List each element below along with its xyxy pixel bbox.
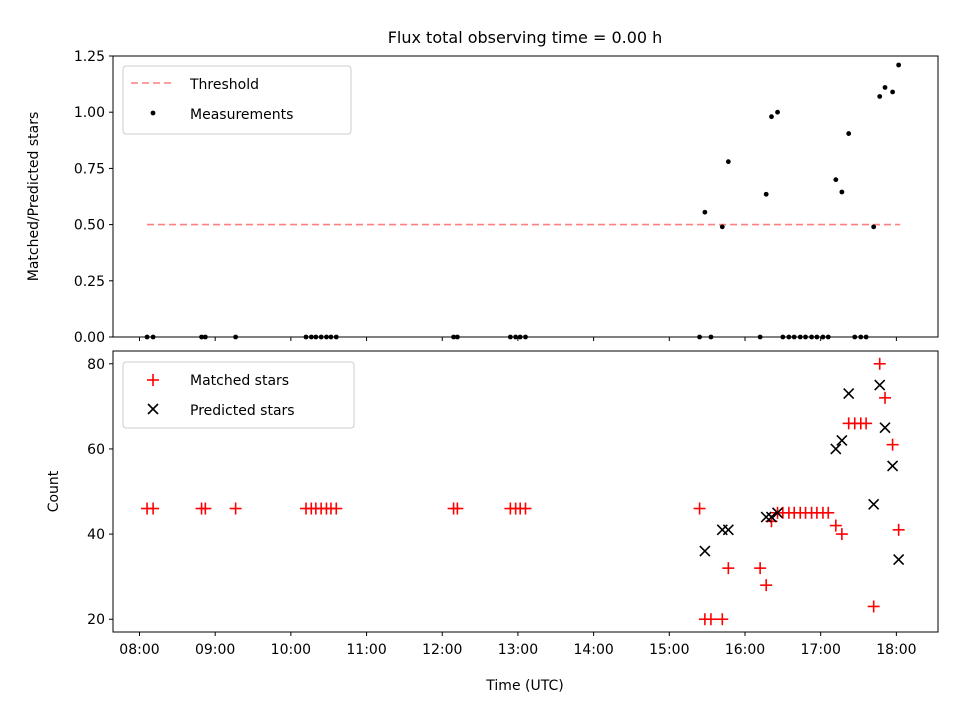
matched-stars-point: [519, 502, 532, 515]
predicted-stars-point: [722, 524, 734, 536]
matched-stars-point: [754, 562, 767, 575]
x-tick-label: 08:00: [119, 642, 159, 658]
predicted-stars-point: [760, 511, 772, 523]
x-tick-label: 11:00: [346, 642, 386, 658]
legend-predicted-label: Predicted stars: [190, 403, 295, 419]
y-tick-label: 40: [87, 527, 105, 543]
measurement-point: [719, 224, 725, 230]
y-tick-label: 80: [87, 357, 105, 373]
y-tick-label: 0.25: [74, 274, 105, 290]
measurement-point: [871, 224, 877, 230]
x-tick-label: 15:00: [649, 642, 689, 658]
count-y-axis-label: Count: [46, 470, 62, 512]
ratio-panel: 0.00 0.25 0.50 0.75 1.00 1.25 Matched/Predict…: [26, 49, 939, 346]
measurement-point: [877, 94, 883, 99]
legend-matched-label: Matched stars: [190, 373, 289, 389]
y-tick-label: 1.25: [74, 49, 105, 65]
y-tick-label: 1.00: [74, 105, 105, 121]
matched-stars-point: [199, 502, 212, 515]
y-tick-label: 60: [87, 442, 105, 458]
legend-threshold-label: Threshold: [189, 77, 259, 93]
measurement-point: [833, 177, 839, 183]
ratio-legend: Threshold Measurements: [122, 65, 352, 135]
matched-stars-point: [716, 613, 729, 626]
matched-stars-point: [892, 523, 905, 536]
x-tick-label: 17:00: [801, 642, 841, 658]
y-tick-label: 0.00: [74, 330, 105, 346]
matched-legend-swatch: [147, 374, 159, 386]
measurement-point: [882, 85, 888, 90]
x-tick-label: 10:00: [271, 642, 311, 658]
matched-stars-point: [330, 502, 343, 515]
ratio-legend-box: [122, 65, 352, 135]
matched-stars-point: [760, 579, 773, 592]
chart-title: Flux total observing time = 0.00 h: [388, 28, 663, 47]
measurement-point: [890, 89, 895, 95]
predicted-stars-point: [893, 554, 905, 566]
x-tick-label: 14:00: [573, 642, 613, 658]
matched-stars-point: [860, 417, 873, 430]
matched-stars-point: [147, 502, 160, 515]
x-axis-label: Time (UTC): [485, 678, 563, 694]
ratio-axes-frame: [112, 55, 939, 338]
ratio-y-axis-label: Matched/Predicted stars: [26, 112, 42, 282]
predicted-stars-point: [868, 498, 880, 510]
matched-stars-point: [886, 438, 899, 451]
matched-stars-point: [867, 600, 880, 613]
predicted-stars-point: [771, 507, 784, 519]
predicted-stars-point: [879, 422, 891, 434]
matched-stars-point: [693, 502, 706, 515]
matched-stars-point: [229, 502, 242, 515]
predicted-stars-point: [874, 379, 886, 391]
count-legend: Matched stars Predicted stars: [122, 361, 355, 429]
predicted-stars-point: [699, 545, 711, 557]
matched-stars-point: [835, 528, 848, 541]
y-tick-label: 20: [87, 612, 105, 628]
predicted-stars-point: [843, 388, 855, 400]
measurement-point: [846, 131, 852, 136]
matched-stars-point: [822, 506, 835, 519]
measurement-point: [725, 159, 731, 165]
predicted-stars-point: [887, 460, 899, 472]
predicted-stars-point: [830, 443, 842, 455]
matched-stars-point: [879, 391, 892, 404]
x-tick-label: 12:00: [422, 642, 462, 658]
count-legend-box: [122, 361, 355, 429]
predicted-legend-swatch: [147, 403, 159, 415]
y-tick-label: 0.75: [74, 161, 105, 177]
matched-stars-point: [722, 562, 735, 575]
y-tick-label: 0.50: [74, 218, 105, 234]
matched-stars-point: [704, 613, 717, 626]
x-tick-label: 16:00: [725, 642, 765, 658]
predicted-stars-point: [836, 434, 848, 446]
matched-stars-point: [451, 502, 464, 515]
x-tick-label: 13:00: [498, 642, 538, 658]
measurements-legend-swatch: [150, 110, 156, 116]
measurement-point: [769, 114, 774, 120]
measurement-point: [896, 62, 902, 68]
matched-stars-point: [873, 357, 886, 370]
measurement-point: [702, 209, 708, 215]
matched-stars-point: [829, 519, 842, 532]
measurement-point: [839, 189, 845, 195]
predicted-stars-point: [765, 511, 778, 523]
measurement-point: [763, 191, 769, 197]
legend-measurements-label: Measurements: [190, 107, 293, 123]
x-tick-label: 18:00: [876, 642, 916, 658]
count-panel: 20 40 60 80 08:00 09:00 10:00 11:00 12:00 13:00 14…: [46, 350, 939, 694]
count-axes-frame: [112, 350, 939, 633]
x-tick-label: 09:00: [195, 642, 235, 658]
measurement-point: [775, 109, 780, 115]
